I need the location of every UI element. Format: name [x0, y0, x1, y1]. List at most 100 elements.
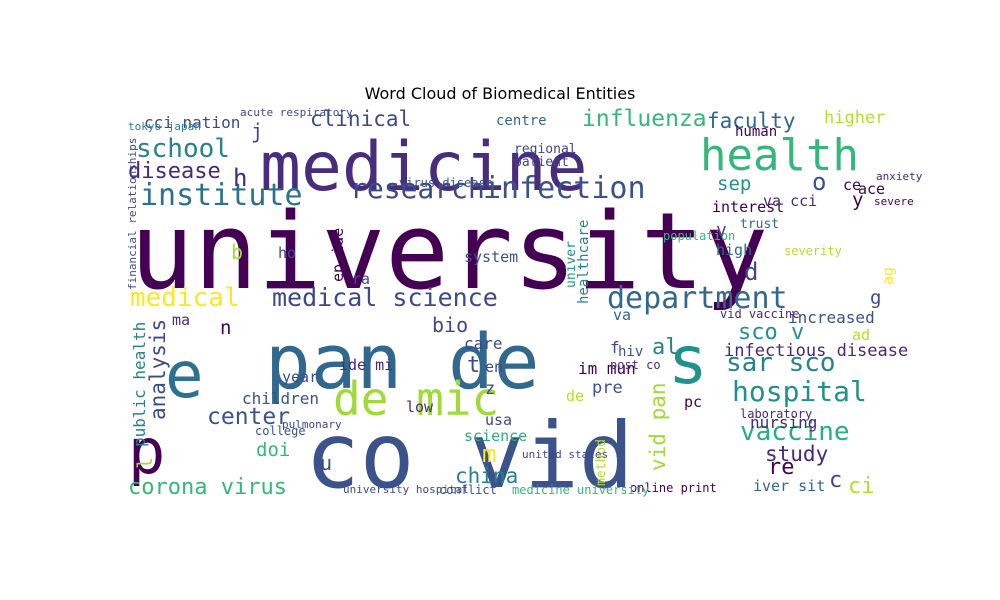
cloud-word: school [136, 134, 230, 164]
cloud-word: g [870, 287, 881, 309]
cloud-word: pan de [265, 317, 540, 406]
cloud-word: ide mi [339, 356, 393, 374]
cloud-word: n [220, 317, 231, 339]
cloud-word: research [350, 172, 485, 205]
cloud-word: ad [852, 326, 870, 344]
cloud-word: health [700, 130, 859, 181]
chart-title: Word Cloud of Biomedical Entities [364, 84, 636, 103]
cloud-word: interest [712, 198, 784, 216]
cloud-word: university hospital [343, 483, 469, 496]
cloud-word: ma [172, 311, 190, 329]
cloud-word: anxiety [876, 170, 923, 183]
cloud-word: p [128, 415, 165, 488]
cloud-word: institute [140, 178, 303, 213]
cloud-word: vid pan [646, 382, 670, 471]
cloud-word: center [207, 404, 290, 430]
cloud-word: ag [879, 267, 897, 285]
cloud-word: medical [130, 283, 240, 313]
cloud-word: de mic [333, 372, 499, 426]
cloud-word: l [133, 457, 157, 469]
cloud-word: infection [483, 171, 646, 206]
cloud-word: univer [564, 241, 579, 288]
cloud-word: y [852, 189, 863, 211]
cloud-word: usa [485, 411, 512, 429]
cloud-word: acute respiratory [240, 106, 353, 119]
cloud-word: en [485, 358, 503, 376]
cloud-word: medicine university [512, 483, 649, 497]
cloud-word: trust [740, 217, 779, 232]
cloud-word: post co [610, 358, 661, 372]
cloud-word: o [812, 168, 826, 196]
cloud-word: population [663, 229, 735, 243]
cloud-word: virus disease [399, 176, 493, 190]
cloud-word: science [464, 427, 527, 445]
cloud-word: sep [717, 173, 751, 195]
cloud-word: online print [630, 481, 717, 495]
cloud-word: b [231, 240, 243, 264]
cloud-word: v [716, 220, 727, 241]
cloud-word: conflict [439, 483, 497, 497]
cloud-word: department [607, 281, 788, 316]
cloud-word: j [251, 119, 263, 143]
cloud-word: al [652, 335, 679, 360]
cloud-word: regional [514, 142, 577, 157]
cloud-word: study [765, 442, 828, 466]
cloud-word: influenza [582, 106, 707, 132]
cloud-word: care [464, 334, 503, 353]
cloud-word: re [768, 455, 795, 480]
cloud-word: ra [352, 270, 370, 288]
cloud-word: high [716, 241, 752, 259]
cloud-word: corona virus [128, 475, 287, 500]
cloud-word: infectious disease [724, 341, 908, 361]
cloud-word: centre [496, 113, 547, 129]
cloud-word: f [610, 338, 620, 357]
cloud-word: sar sco [726, 348, 836, 378]
cloud-word: ho [278, 244, 296, 262]
cloud-word: laboratory [740, 407, 812, 421]
cloud-word: d [744, 258, 758, 286]
cloud-word: z [485, 379, 495, 399]
cloud-word: ep ide [329, 228, 347, 282]
cloud-word: cci nation [144, 113, 240, 132]
cloud-word: medicine [260, 128, 588, 207]
cloud-word: analysis [146, 319, 170, 420]
cloud-word: hiv [618, 344, 643, 360]
cloud-word: co vid [305, 404, 634, 509]
cloud-word: university [130, 190, 768, 313]
cloud-word: medical science [272, 283, 498, 312]
cloud-word: united states [522, 448, 608, 461]
cloud-word: china [455, 464, 518, 488]
cloud-word: human [735, 124, 777, 140]
cloud-word: va cci [763, 192, 817, 210]
cloud-word: method [594, 439, 609, 486]
cloud-word: hospital [732, 375, 867, 408]
cloud-word: im mun [578, 359, 636, 378]
cloud-word: healthcare [576, 220, 592, 304]
cloud-word: s [668, 322, 708, 399]
cloud-word: ce [843, 176, 861, 194]
cloud-word: severity [784, 244, 842, 258]
cloud-word: public health [130, 322, 149, 447]
cloud-word: c [829, 468, 842, 493]
cloud-word: college [255, 424, 306, 438]
cloud-word: u [320, 451, 332, 475]
cloud-word: increased [788, 308, 875, 327]
cloud-word: nursing [750, 413, 817, 432]
cloud-word: disease [128, 159, 221, 184]
cloud-word: m [482, 440, 496, 468]
cloud-word: higher [824, 108, 885, 128]
cloud-word: severe [874, 195, 914, 208]
cloud-word: ace [858, 180, 885, 198]
cloud-word: h [233, 164, 247, 192]
cloud-word: patient [514, 155, 569, 170]
cloud-word: tokyo japan [128, 120, 201, 133]
cloud-word: system [464, 248, 518, 266]
cloud-word: pre [592, 378, 623, 398]
cloud-word: doi [256, 439, 290, 461]
cloud-word: children [242, 389, 319, 408]
cloud-word: t [467, 353, 480, 378]
cloud-word: clinical [310, 107, 411, 131]
cloud-word: year [282, 368, 318, 386]
cloud-word: e [165, 339, 204, 413]
